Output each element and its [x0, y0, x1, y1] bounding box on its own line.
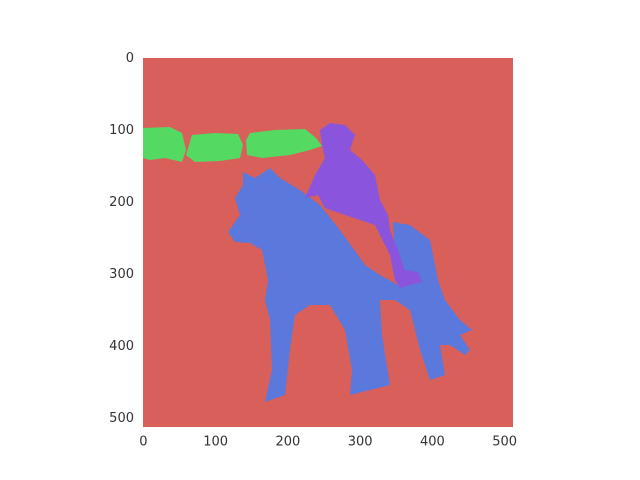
y-tick-label: 500 — [109, 411, 134, 426]
segmentation-image — [143, 58, 513, 427]
horse-region — [228, 168, 472, 402]
x-tick-label: 400 — [420, 435, 445, 450]
x-tick-label: 300 — [348, 435, 373, 450]
y-tick-label: 100 — [109, 123, 134, 138]
x-tick-label: 100 — [203, 435, 228, 450]
green-region — [143, 127, 322, 162]
x-tick-label: 200 — [275, 435, 300, 450]
y-tick-label: 0 — [126, 51, 134, 66]
person-region — [305, 123, 422, 288]
x-tick-label: 500 — [492, 435, 517, 450]
y-tick-label: 300 — [109, 267, 134, 282]
y-tick-label: 200 — [109, 195, 134, 210]
x-tick-label: 0 — [139, 435, 147, 450]
y-tick-label: 400 — [109, 339, 134, 354]
